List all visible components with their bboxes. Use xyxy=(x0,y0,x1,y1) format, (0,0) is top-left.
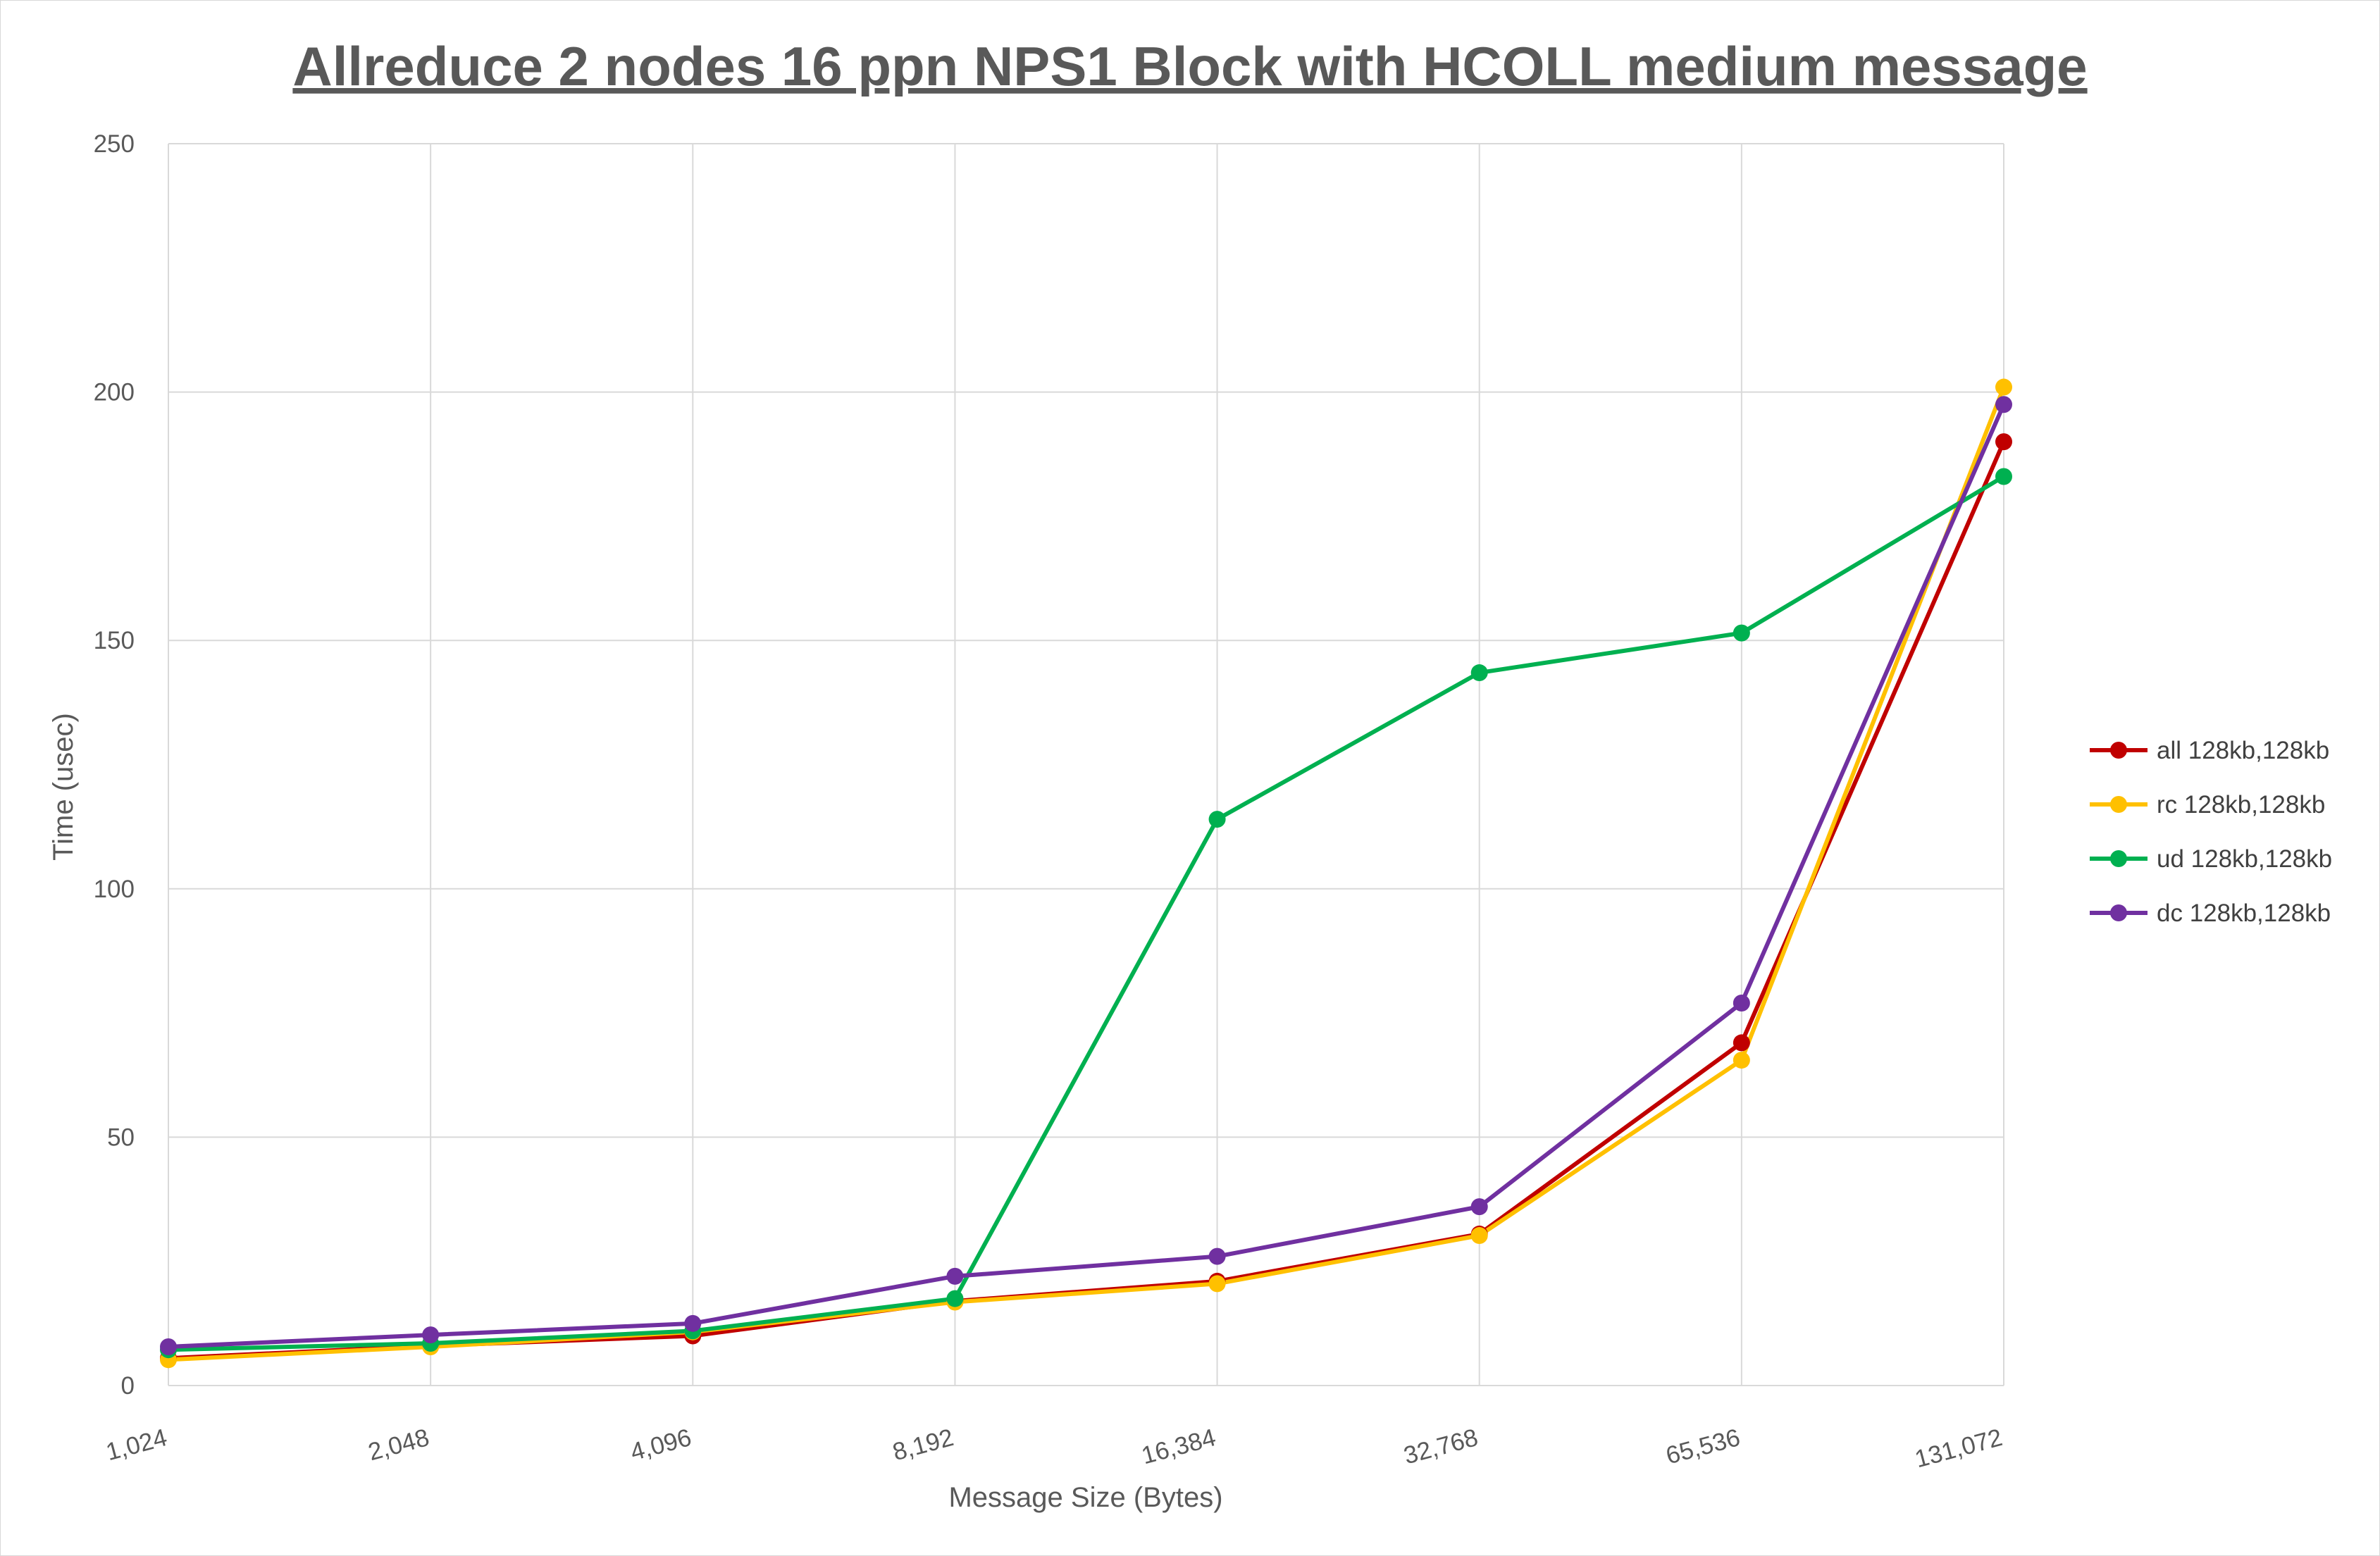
legend-swatch-marker-ud xyxy=(2110,850,2127,867)
series-line-all xyxy=(168,440,2006,1361)
y-tick-label: 0 xyxy=(121,1372,135,1400)
data-point-rc xyxy=(1208,1275,1226,1293)
x-axis-title: Message Size (Bytes) xyxy=(948,1482,1222,1513)
data-point-rc xyxy=(1470,1227,1488,1245)
series-line-rc xyxy=(168,386,2006,1362)
data-point-rc xyxy=(1733,1052,1750,1069)
y-axis-tick-labels: 0 50 100 150 200 250 xyxy=(94,130,135,1400)
legend-label-ud: ud 128kb,128kb xyxy=(2157,845,2332,873)
series-line-ud xyxy=(168,474,2005,1352)
series-line-dc xyxy=(168,404,2006,1349)
data-point-ud xyxy=(1208,811,1226,828)
legend-label-dc: dc 128kb,128kb xyxy=(2157,900,2331,927)
data-point-rc xyxy=(1995,378,2012,396)
data-point-dc xyxy=(422,1326,440,1344)
legend-swatch-marker-rc xyxy=(2110,796,2127,813)
data-point-dc xyxy=(946,1267,964,1285)
chart-title: Allreduce 2 nodes 16 ppn NPS1 Block with… xyxy=(292,35,2087,97)
y-tick-label: 50 xyxy=(107,1124,135,1151)
x-tick-label: 131,072 xyxy=(1912,1424,2005,1473)
data-point-dc xyxy=(1733,994,1750,1012)
data-point-dc xyxy=(1208,1247,1226,1265)
x-tick-label: 65,536 xyxy=(1663,1424,1743,1469)
x-tick-label: 16,384 xyxy=(1139,1424,1219,1469)
series-lines xyxy=(168,386,2006,1362)
legend: all 128kb,128kb rc 128kb,128kb ud 128kb,12… xyxy=(2090,737,2332,927)
legend-swatch-marker-all xyxy=(2110,742,2127,759)
data-point-ud xyxy=(1995,468,2012,485)
legend-swatch-marker-dc xyxy=(2110,904,2127,921)
y-tick-label: 100 xyxy=(94,876,135,903)
y-axis-title: Time (usec) xyxy=(48,713,79,861)
legend-label-all: all 128kb,128kb xyxy=(2157,737,2329,764)
legend-label-rc: rc 128kb,128kb xyxy=(2157,791,2325,819)
data-point-dc xyxy=(684,1314,702,1332)
y-tick-label: 250 xyxy=(94,130,135,158)
x-tick-label: 32,768 xyxy=(1401,1424,1481,1469)
data-point-dc xyxy=(1995,396,2012,413)
x-tick-label: 8,192 xyxy=(890,1424,957,1466)
data-point-dc xyxy=(1470,1198,1488,1216)
x-tick-label: 2,048 xyxy=(366,1424,433,1466)
data-point-ud xyxy=(1733,624,1750,642)
y-tick-label: 150 xyxy=(94,627,135,654)
gridlines xyxy=(168,143,2004,1386)
y-tick-label: 200 xyxy=(94,379,135,406)
x-tick-label: 4,096 xyxy=(628,1424,695,1466)
x-tick-label: 1,024 xyxy=(103,1424,170,1466)
x-axis-tick-labels: 1,024 2,048 4,096 8,192 16,384 32,768 65,536 13… xyxy=(103,1424,2005,1473)
data-point-dc xyxy=(160,1338,177,1355)
data-point-all xyxy=(1733,1034,1750,1052)
data-point-all xyxy=(1995,433,2012,451)
data-point-ud xyxy=(946,1290,964,1307)
data-point-ud xyxy=(1470,664,1488,682)
series-points xyxy=(160,378,2012,1369)
